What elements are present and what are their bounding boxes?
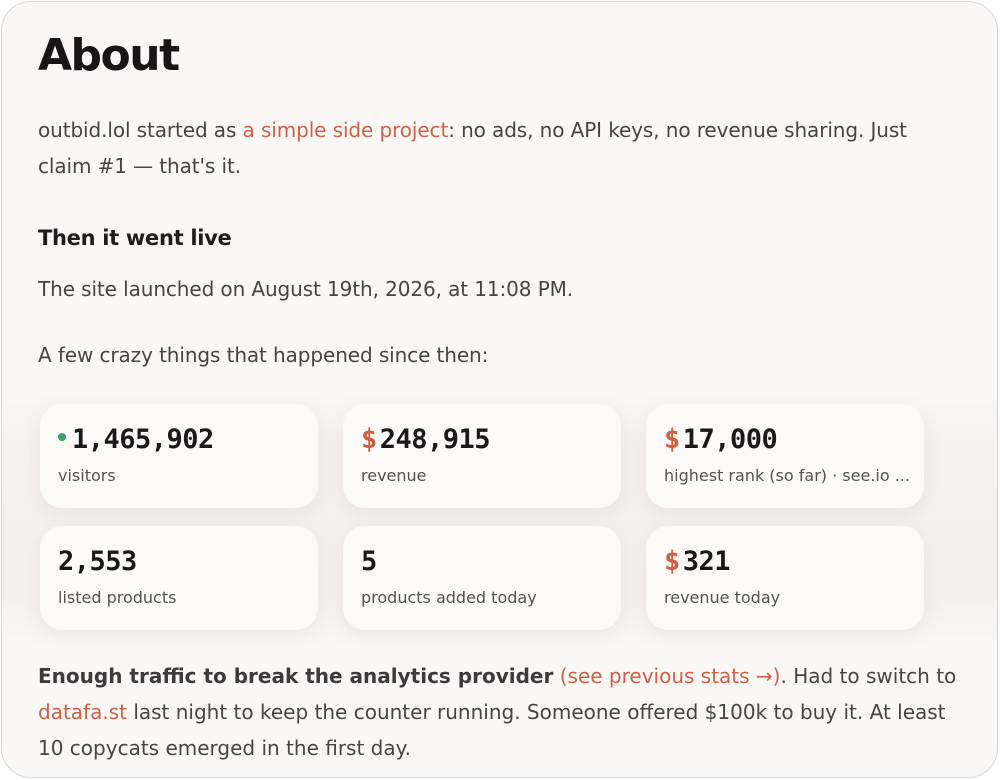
intro-rest: : no ads, no API keys, no revenue sharin… <box>38 118 907 178</box>
stat-visitors: 1,465,902 visitors <box>40 404 318 508</box>
page-title: About <box>38 30 180 81</box>
dollar-prefix: $ <box>664 424 680 455</box>
dollar-prefix: $ <box>664 546 680 577</box>
stat-number: 248,915 <box>379 424 491 455</box>
stats-section: 1,465,902 visitors $248,915 revenue $17,… <box>2 390 997 648</box>
stat-label: highest rank (so far) · see.io ... <box>664 466 910 485</box>
stat-number: 1,465,902 <box>72 424 214 455</box>
stat-value: $321 <box>664 546 731 577</box>
stat-highest-rank[interactable]: $17,000 highest rank (so far) · see.io .… <box>646 404 924 508</box>
stat-value: 2,553 <box>58 546 137 577</box>
live-dot-icon <box>58 432 66 441</box>
footer-text-1: . Had to switch to <box>780 664 957 688</box>
stat-value: $248,915 <box>361 424 491 455</box>
intro-prefix: outbid.lol started as <box>38 118 243 142</box>
launch-text: The site launched on August 19th, 2026, … <box>38 277 574 301</box>
section-heading: Then it went live <box>38 226 232 250</box>
previous-stats-link[interactable]: (see previous stats →) <box>559 664 781 688</box>
datafast-link[interactable]: datafa.st <box>38 700 127 724</box>
stat-label: visitors <box>58 466 116 485</box>
stat-label: revenue <box>361 466 427 485</box>
stat-listed-products: 2,553 listed products <box>40 526 318 630</box>
stat-label: listed products <box>58 588 177 607</box>
stat-number: 17,000 <box>682 424 778 455</box>
stat-value: 1,465,902 <box>58 424 214 455</box>
stat-number: 321 <box>682 546 731 577</box>
stat-revenue: $248,915 revenue <box>343 404 621 508</box>
footer-text-2: last night to keep the counter running. … <box>38 700 946 760</box>
footer-bold-text: Enough traffic to break the analytics pr… <box>38 664 554 688</box>
stat-number: 2,553 <box>58 546 137 577</box>
stat-label: revenue today <box>664 588 781 607</box>
stat-label: products added today <box>361 588 537 607</box>
footer-paragraph: Enough traffic to break the analytics pr… <box>38 658 958 766</box>
stat-value: $17,000 <box>664 424 778 455</box>
dollar-prefix: $ <box>361 424 377 455</box>
stat-value: 5 <box>361 546 377 577</box>
stat-number: 5 <box>361 546 377 577</box>
stat-revenue-today: $321 revenue today <box>646 526 924 630</box>
intro-paragraph: outbid.lol started as a simple side proj… <box>38 112 938 184</box>
side-project-link[interactable]: a simple side project <box>242 118 449 142</box>
lead-in-text: A few crazy things that happened since t… <box>38 343 489 367</box>
stat-products-today: 5 products added today <box>343 526 621 630</box>
